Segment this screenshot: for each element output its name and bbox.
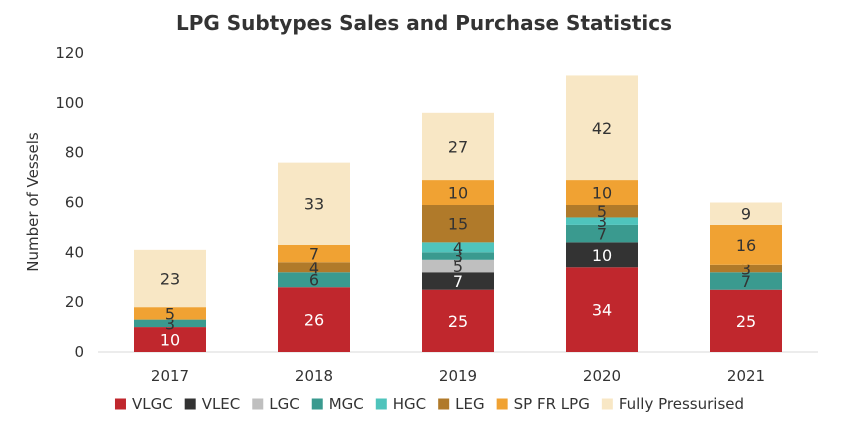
legend-label: SP FR LPG [514, 395, 590, 413]
data-label: 3 [597, 212, 607, 231]
legend-swatch [601, 398, 613, 410]
data-label: 10 [592, 246, 612, 265]
x-tick-label: 2019 [439, 367, 477, 385]
legend: VLGC VLEC LGC MGC HGC LEG SP FR LPG Fully Press… [114, 395, 744, 413]
data-label: 42 [592, 119, 612, 138]
bar-segment-fully-pressurised [710, 202, 782, 225]
bar-segment-mgc [710, 272, 782, 290]
x-tick-label: 2020 [583, 367, 621, 385]
bar-segment-vlgc [278, 287, 350, 352]
legend-label: Fully Pressurised [619, 395, 744, 413]
bar-segment-vlgc [134, 327, 206, 352]
bar-segment-vlec [566, 242, 638, 268]
data-label: 3 [453, 247, 463, 266]
data-label: 25 [448, 312, 468, 331]
data-label: 5 [453, 257, 463, 276]
data-label: 4 [309, 258, 319, 277]
data-label: 10 [448, 184, 468, 203]
legend-swatch [114, 398, 126, 410]
legend-item: VLGC [114, 395, 173, 413]
y-tick-label: 120 [55, 44, 84, 62]
bar-segment-fully-pressurised [422, 112, 494, 181]
data-label: 25 [736, 312, 756, 331]
y-axis-title: Number of Vessels [24, 132, 42, 272]
legend-label: VLGC [132, 395, 173, 413]
legend-item: MGC [311, 395, 364, 413]
bar-segment-mgc [278, 272, 350, 288]
data-label: 3 [165, 314, 175, 333]
bar-segment-vlgc [422, 289, 494, 352]
data-label: 16 [736, 236, 756, 255]
data-label: 34 [592, 301, 612, 320]
x-tick-label: 2018 [295, 367, 333, 385]
bar-segment-sp-fr-lpg [566, 180, 638, 205]
bar-segment-fully-pressurised [566, 75, 638, 181]
data-label: 27 [448, 137, 468, 156]
y-tick-label: 0 [74, 343, 84, 361]
bar-segment-lgc [422, 259, 494, 273]
legend-item: SP FR LPG [496, 395, 590, 413]
bar-segment-fully-pressurised [134, 249, 206, 308]
bar-segment-fully-pressurised [278, 162, 350, 245]
legend-swatch [252, 398, 264, 410]
legend-swatch [438, 398, 450, 410]
bar-segment-mgc [134, 319, 206, 328]
bar-segment-vlgc [710, 289, 782, 352]
legend-label: HGC [393, 395, 426, 413]
bar-segment-sp-fr-lpg [278, 244, 350, 263]
data-label: 7 [597, 225, 607, 244]
data-label: 33 [304, 195, 324, 214]
bar-segment-vlec [422, 272, 494, 290]
data-label: 7 [741, 272, 751, 291]
legend-swatch [496, 398, 508, 410]
legend-item: LEG [438, 395, 485, 413]
legend-item: Fully Pressurised [601, 395, 744, 413]
x-tick-label: 2021 [727, 367, 765, 385]
legend-label: MGC [329, 395, 364, 413]
bar-segment-sp-fr-lpg [134, 307, 206, 320]
bar-segment-vlgc [566, 267, 638, 352]
data-label: 7 [309, 245, 319, 264]
bar-segment-hgc [566, 217, 638, 225]
data-label: 5 [597, 202, 607, 221]
bar-segment-sp-fr-lpg [422, 180, 494, 205]
y-tick-label: 20 [65, 293, 84, 311]
chart-title: LPG Subtypes Sales and Purchase Statisti… [176, 11, 672, 35]
legend-swatch [311, 398, 323, 410]
data-label: 10 [592, 184, 612, 203]
y-tick-label: 40 [65, 243, 84, 261]
bar-segment-leg [422, 204, 494, 243]
legend-swatch [184, 398, 196, 410]
bar-segment-leg [278, 262, 350, 273]
y-tick-label: 100 [55, 94, 84, 112]
data-label: 15 [448, 215, 468, 234]
legend-label: LEG [455, 395, 484, 413]
bar-segment-mgc [566, 224, 638, 243]
bar-segment-leg [710, 264, 782, 273]
legend-swatch [375, 398, 387, 410]
data-label: 4 [453, 238, 463, 257]
plot-area: 0204060801001201035232017266473320182575… [55, 44, 818, 385]
data-label: 9 [741, 205, 751, 224]
legend-item: HGC [375, 395, 426, 413]
data-label: 26 [304, 311, 324, 330]
x-tick-label: 2017 [151, 367, 189, 385]
bar-segment-sp-fr-lpg [710, 224, 782, 265]
bar-segment-leg [566, 204, 638, 218]
legend-item: LGC [252, 395, 300, 413]
y-tick-label: 60 [65, 194, 84, 212]
data-label: 5 [165, 304, 175, 323]
y-tick-label: 80 [65, 144, 84, 162]
data-label: 7 [453, 272, 463, 291]
data-label: 10 [160, 331, 180, 350]
legend-label: LGC [269, 395, 299, 413]
bar-segment-hgc [422, 242, 494, 253]
bar-segment-mgc [422, 252, 494, 260]
data-label: 23 [160, 269, 180, 288]
data-label: 3 [741, 260, 751, 279]
data-label: 6 [309, 271, 319, 290]
legend-label: VLEC [202, 395, 241, 413]
legend-item: VLEC [184, 395, 241, 413]
